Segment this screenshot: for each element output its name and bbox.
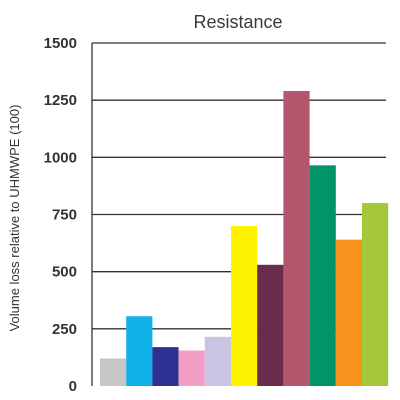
y-tick-labels: 0 250 500 750 1000 1250 1500 — [44, 35, 77, 395]
y-tick-label: 750 — [52, 207, 77, 224]
y-axis-label: Volume loss relative to UHMWPE (100) — [7, 105, 22, 332]
bar-10 — [335, 239, 362, 386]
bar-11 — [362, 203, 389, 386]
bar-1 — [100, 358, 127, 386]
bar-6 — [231, 225, 258, 386]
y-tick-label: 1000 — [44, 149, 77, 166]
bar-8 — [283, 91, 310, 387]
bar-3 — [152, 347, 179, 386]
y-tick-label: 1500 — [44, 35, 77, 52]
y-tick-label: 1250 — [44, 92, 77, 109]
y-tick-label: 500 — [52, 264, 77, 281]
bars — [100, 91, 389, 387]
bar-4 — [178, 350, 205, 386]
bar-5 — [204, 336, 231, 386]
chart-title: Resistance — [193, 12, 282, 32]
bar-9 — [309, 165, 336, 386]
y-tick-label: 0 — [69, 378, 77, 395]
y-tick-label: 250 — [52, 321, 77, 338]
bar-7 — [257, 264, 284, 386]
gridlines — [91, 42, 386, 386]
bar-2 — [126, 316, 153, 386]
